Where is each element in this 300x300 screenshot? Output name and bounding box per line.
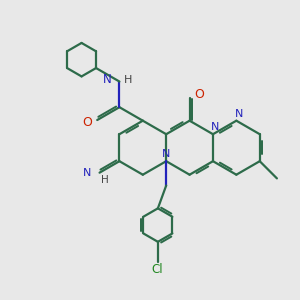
Text: O: O <box>195 88 205 101</box>
Text: N: N <box>83 168 92 178</box>
Text: N: N <box>211 122 219 132</box>
Text: H: H <box>100 175 108 185</box>
Text: N: N <box>162 149 170 159</box>
Text: N: N <box>235 109 244 119</box>
Text: O: O <box>82 116 92 128</box>
Text: Cl: Cl <box>151 262 163 276</box>
Text: N: N <box>103 73 111 86</box>
Text: H: H <box>123 74 132 85</box>
